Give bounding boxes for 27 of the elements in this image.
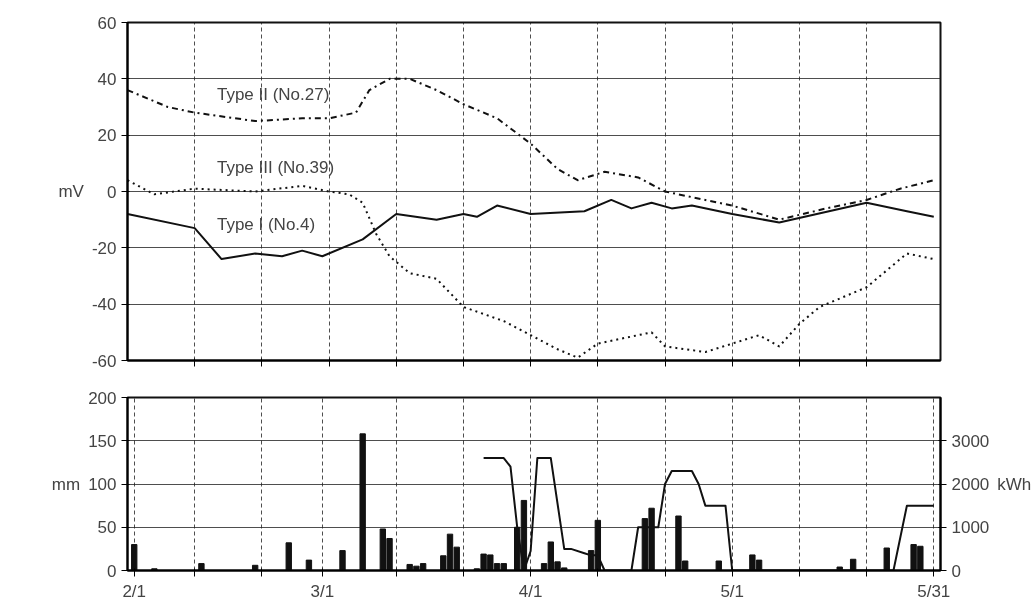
y2-tick-label: 2000 xyxy=(951,475,990,494)
y-tick-label: 20 xyxy=(97,126,117,146)
series-label: Type II (No.27) xyxy=(216,85,330,105)
x-tick-label: 3/1 xyxy=(310,581,335,601)
x-tick-label: 5/31 xyxy=(917,581,951,601)
y-tick-label: 100 xyxy=(88,475,117,494)
x-tick-label: 5/1 xyxy=(720,581,745,601)
y2-axis-title: kWh xyxy=(997,474,1032,494)
y-tick-label: 0 xyxy=(107,182,117,202)
y-axis-title: mV xyxy=(58,182,85,201)
y-tick-label: 150 xyxy=(88,431,117,451)
y-axis-title: mm xyxy=(51,474,81,494)
series-label: Type III (No.39) xyxy=(216,158,335,178)
y2-tick-label: 0 xyxy=(951,561,961,581)
series-label: Type I (No.4) xyxy=(216,215,316,235)
x-tick-label: 2/1 xyxy=(122,581,147,601)
y-tick-label: 0 xyxy=(107,561,117,581)
y-tick-label: 200 xyxy=(88,388,117,408)
y-tick-label: 40 xyxy=(97,69,117,89)
y2-tick-label: 1000 xyxy=(951,518,990,538)
y-tick-label: -60 xyxy=(91,351,117,371)
y-tick-label: -20 xyxy=(91,238,117,258)
y2-tick-label: 3000 xyxy=(951,431,990,451)
y-tick-label: 60 xyxy=(97,13,117,33)
x-tick-label: 4/1 xyxy=(518,581,543,601)
y-tick-label: -40 xyxy=(91,295,117,315)
y-tick-label: 50 xyxy=(97,518,117,538)
